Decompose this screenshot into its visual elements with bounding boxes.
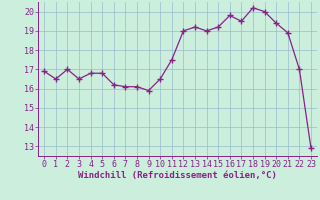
X-axis label: Windchill (Refroidissement éolien,°C): Windchill (Refroidissement éolien,°C) — [78, 171, 277, 180]
